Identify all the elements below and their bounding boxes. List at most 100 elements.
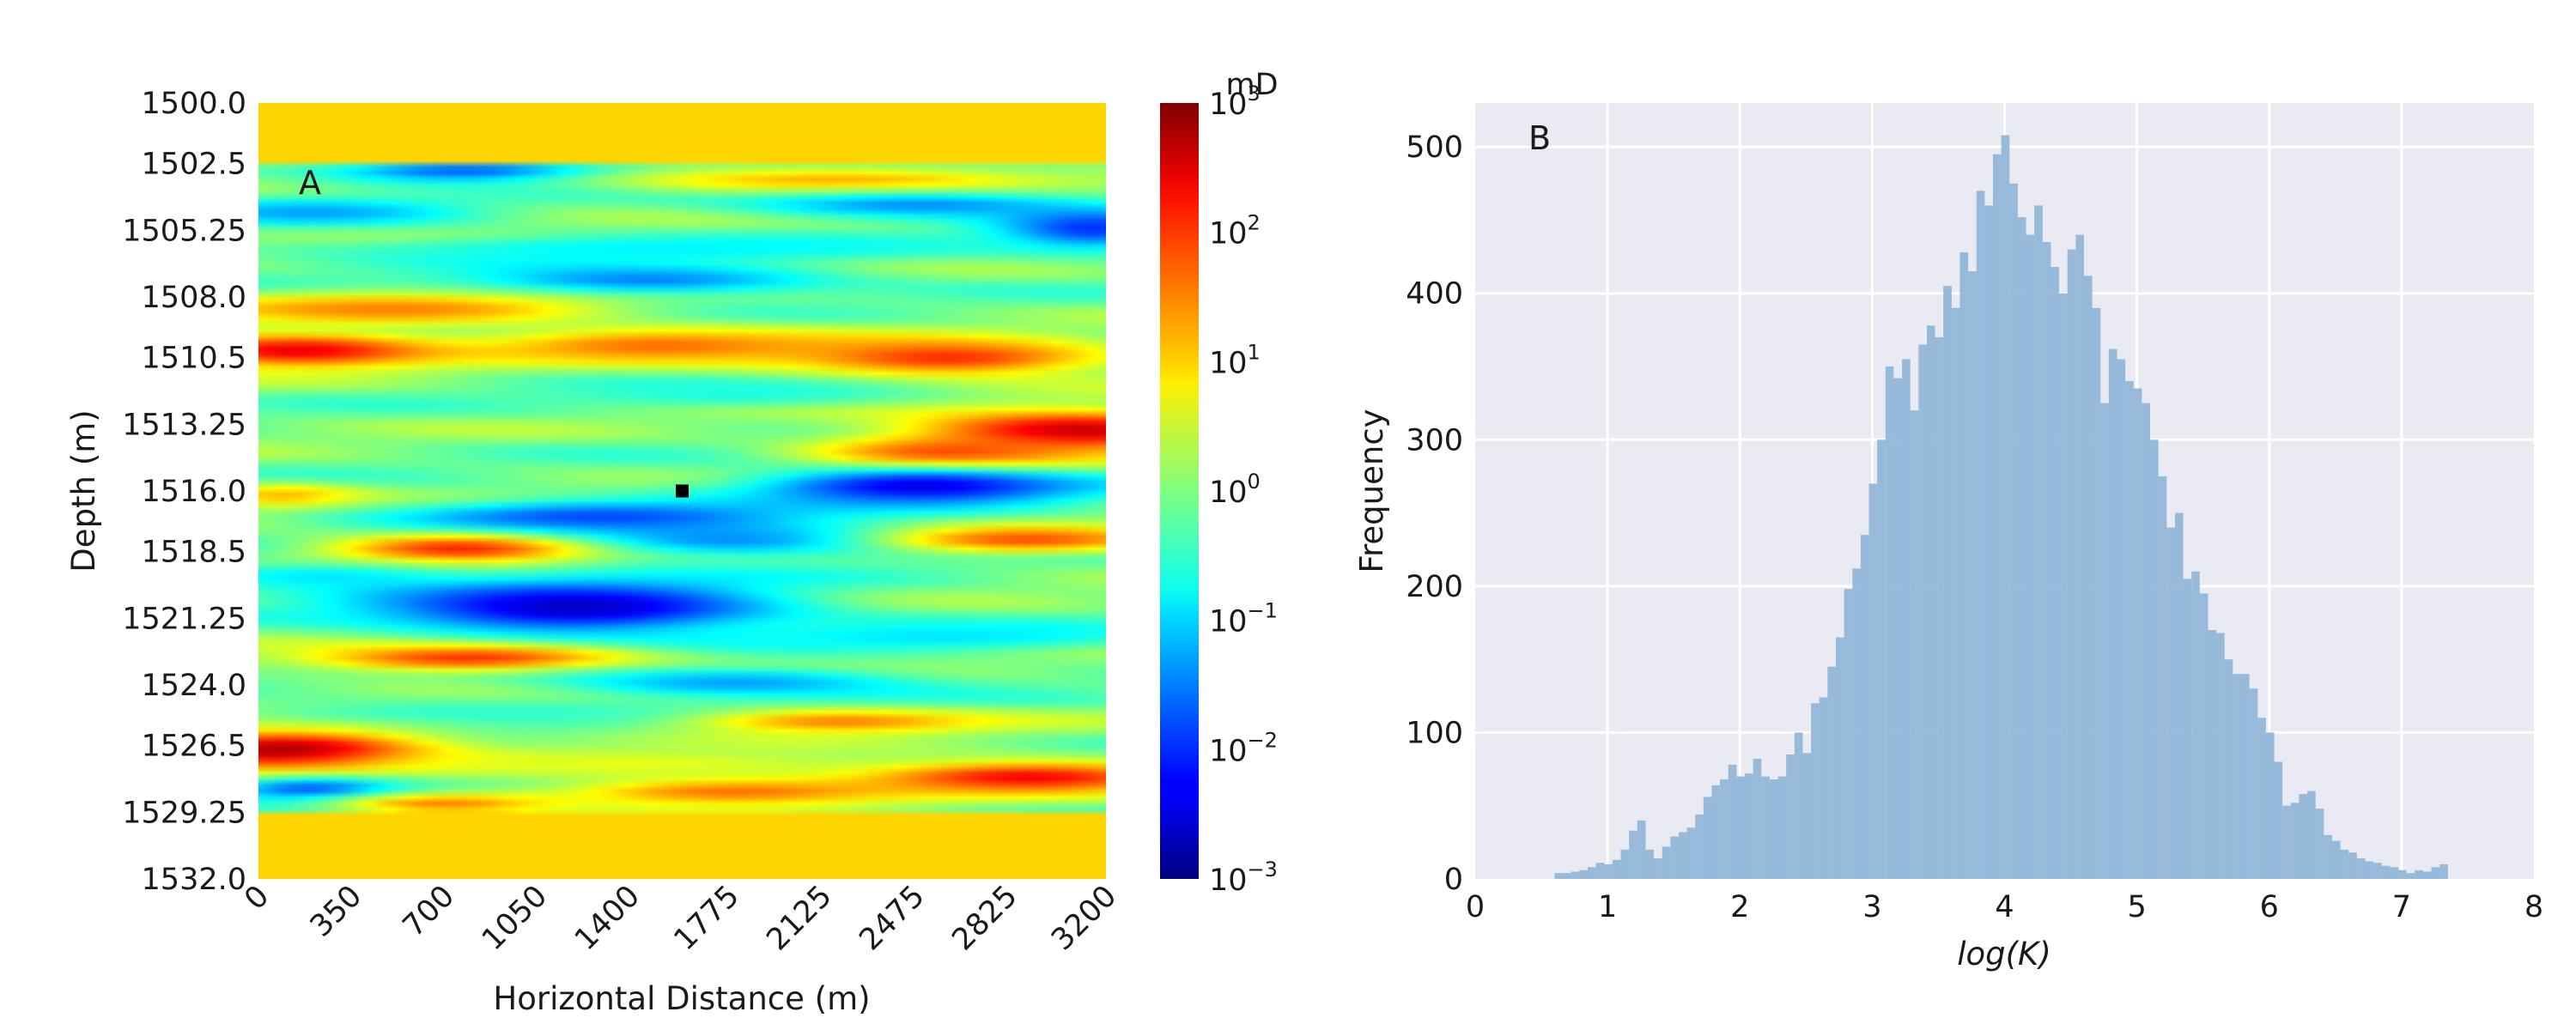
histogram-bar [1588,867,1596,879]
heatmap-y-ticks: 1500.0 1502.5 1505.25 1508.0 1510.5 1513.25 15… [122,87,246,897]
heatmap-y-tick-label: 1521.25 [122,602,246,636]
histogram-bar [2348,852,2357,879]
histogram-bar [2150,439,2159,879]
histogram-bar [2092,307,2101,879]
histogram-bar [1802,753,1812,879]
histogram-bar [1868,483,1878,879]
colorbar-tick-label: 10−2 [1209,728,1278,768]
histogram-y-tick-label: 200 [1406,570,1463,604]
colorbar-tick-label: 10−3 [1209,857,1278,898]
histogram-bar [1811,703,1820,879]
histogram-bar [1910,410,1919,879]
colorbar-unit: mD [1225,68,1278,102]
histogram-bar [1951,307,1960,879]
histogram-bar [2183,579,2192,879]
histogram-bar [1860,535,1869,879]
histogram-bar [2067,249,2076,879]
heatmap-x-tick-label: 2825 [945,879,1024,957]
histogram-x-tick-label: 2 [1730,890,1749,924]
histogram-bar [1959,251,1969,879]
heatmap-y-tick-label: 1516.0 [142,475,246,509]
histogram-bar [1686,827,1696,879]
histogram-bar [1745,773,1753,879]
marker [676,484,689,498]
histogram-bar [2133,388,2142,879]
histogram-bar [2199,593,2208,879]
histogram-bar [2249,688,2258,879]
histogram-bar [1637,820,1646,879]
heatmap-y-tick-label: 1510.5 [142,342,246,376]
histogram-bar [1844,589,1853,879]
histogram-bar [2240,674,2250,879]
histogram-bar [2331,840,2341,879]
histogram-bar [2026,234,2035,880]
histogram-x-tick-label: 0 [1466,890,1485,924]
histogram-bar [2142,403,2151,879]
heatmap-x-tick-label: 1050 [476,879,554,957]
histogram-y-tick-label: 300 [1406,423,1463,457]
heatmap-x-tick-label: 3200 [1045,879,1123,957]
histogram-panel: 0 100 200 300 400 500 0 1 2 3 4 5 6 7 8 B log(K) Freq… [1353,103,2543,972]
histogram-x-axis-label: log(K) [1957,936,2051,972]
histogram-bar [1579,869,1589,879]
histogram-bar [2208,630,2217,879]
histogram-x-tick-label: 7 [2392,890,2411,924]
histogram-bar [2307,791,2316,879]
histogram-bar [1571,871,1580,879]
histogram-bar [2299,794,2308,879]
histogram-bar [1943,286,1952,880]
histogram-bar [2083,276,2093,879]
histogram-y-tick-label: 500 [1406,130,1463,165]
histogram-bar [2431,867,2440,879]
histogram-y-tick-label: 100 [1406,716,1463,750]
histogram-bar [2315,809,2324,879]
histogram-bar [2422,871,2432,879]
histogram-bar [2108,348,2117,880]
histogram-bar [1819,697,1828,879]
histogram-bar [2017,217,2026,879]
histogram-bar [1703,797,1712,879]
heatmap-y-tick-label: 1502.5 [142,148,246,182]
colorbar-tick-label: 101 [1209,340,1261,380]
histogram-y-tick-label: 0 [1444,863,1463,897]
histogram-bar [1893,378,1903,879]
panel-label-b: B [1528,119,1551,157]
colorbar-tick-label: 100 [1209,470,1261,510]
histogram-bar [2001,135,2010,879]
histogram-bar [2274,761,2283,879]
heatmap-y-tick-label: 1513.25 [122,408,246,442]
histogram-bar [2050,267,2060,880]
histogram-bar [2216,633,2225,879]
histogram-bar [2034,205,2043,879]
heatmap-y-tick-label: 1526.5 [142,730,246,764]
histogram-bar [1554,873,1564,879]
histogram-bar [2324,834,2332,879]
heatmap-y-tick-label: 1518.5 [142,536,246,570]
histogram-bar [1654,858,1662,879]
histogram-bar [2356,858,2366,879]
heatmap-x-tick-label: 350 [304,879,369,944]
histogram-bar [1645,849,1655,879]
histogram-bar [2233,674,2241,879]
histogram-x-tick-label: 6 [2260,890,2279,924]
histogram-bar [2042,242,2051,880]
histogram-bar [2224,659,2233,879]
histogram-bar [1993,154,2002,879]
heatmap-y-tick-label: 1505.25 [122,214,246,248]
histogram-bar [1620,849,1630,879]
histogram-bar [1769,779,1778,879]
histogram-bar [1753,759,1762,879]
histogram-bar [2191,571,2200,879]
colorbar: mD 103 102 101 100 10−1 10−2 10−3 [1160,68,1279,898]
histogram-bar [1612,859,1621,879]
histogram-bar [2406,873,2415,879]
heatmap-x-tick-label: 1775 [668,879,746,957]
heatmap-x-tick-label: 700 [397,879,462,944]
heatmap-y-tick-label: 1529.25 [122,796,246,830]
histogram-bar [1918,344,1927,879]
histogram-bar [1902,359,1911,879]
heatmap-x-tick-label: 1400 [568,879,647,957]
histogram-bar [2166,527,2175,879]
histogram-x-tick-label: 4 [1995,890,2014,924]
colorbar-ticks: 103 102 101 100 10−1 10−2 10−3 [1209,82,1278,898]
